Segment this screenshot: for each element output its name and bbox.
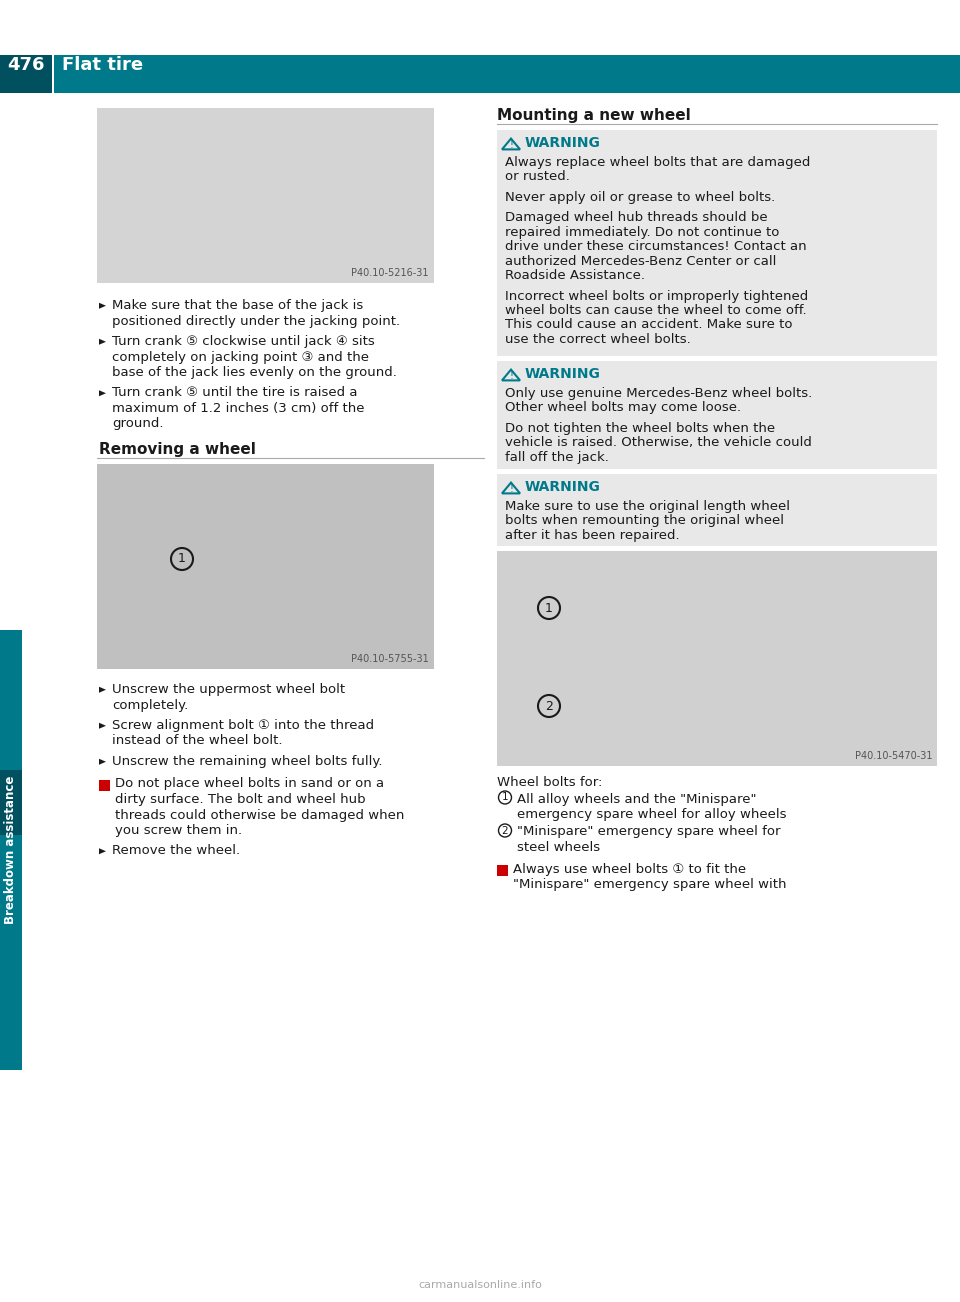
Text: Never apply oil or grease to wheel bolts.: Never apply oil or grease to wheel bolts… xyxy=(505,191,776,204)
Text: "Minispare" emergency spare wheel for: "Minispare" emergency spare wheel for xyxy=(517,825,780,838)
Polygon shape xyxy=(99,723,106,729)
Polygon shape xyxy=(99,391,106,396)
Text: drive under these circumstances! Contact an: drive under these circumstances! Contact… xyxy=(505,240,806,253)
Text: positioned directly under the jacking point.: positioned directly under the jacking po… xyxy=(112,315,400,328)
Text: Wheel bolts for:: Wheel bolts for: xyxy=(497,776,602,789)
Text: maximum of 1.2 inches (3 cm) off the: maximum of 1.2 inches (3 cm) off the xyxy=(112,402,365,415)
Text: 2: 2 xyxy=(502,825,508,836)
Text: All alloy wheels and the "Minispare": All alloy wheels and the "Minispare" xyxy=(517,793,756,806)
Text: 2: 2 xyxy=(545,699,553,712)
Text: Damaged wheel hub threads should be: Damaged wheel hub threads should be xyxy=(505,211,768,224)
Text: or rusted.: or rusted. xyxy=(505,171,570,184)
Polygon shape xyxy=(99,303,106,309)
Text: carmanualsonline.info: carmanualsonline.info xyxy=(418,1280,542,1290)
Text: authorized Mercedes-Benz Center or call: authorized Mercedes-Benz Center or call xyxy=(505,255,777,268)
Bar xyxy=(497,130,937,355)
Text: Roadside Assistance.: Roadside Assistance. xyxy=(505,270,645,283)
Text: completely.: completely. xyxy=(112,698,188,711)
Text: after it has been repaired.: after it has been repaired. xyxy=(505,529,680,542)
Bar xyxy=(52,55,54,92)
Bar xyxy=(497,361,937,469)
Text: emergency spare wheel for alloy wheels: emergency spare wheel for alloy wheels xyxy=(517,809,786,822)
Text: 1: 1 xyxy=(545,602,553,615)
Text: WARNING: WARNING xyxy=(525,480,601,493)
Text: Unscrew the remaining wheel bolts fully.: Unscrew the remaining wheel bolts fully. xyxy=(112,755,382,768)
Text: use the correct wheel bolts.: use the correct wheel bolts. xyxy=(505,333,691,346)
Text: vehicle is raised. Otherwise, the vehicle could: vehicle is raised. Otherwise, the vehicl… xyxy=(505,436,812,449)
Text: Incorrect wheel bolts or improperly tightened: Incorrect wheel bolts or improperly tigh… xyxy=(505,289,808,302)
Text: Flat tire: Flat tire xyxy=(62,56,143,74)
Polygon shape xyxy=(99,686,106,693)
Text: bolts when remounting the original wheel: bolts when remounting the original wheel xyxy=(505,514,784,527)
Bar xyxy=(497,474,937,546)
Text: steel wheels: steel wheels xyxy=(517,841,600,854)
Text: fall off the jack.: fall off the jack. xyxy=(505,450,609,464)
Text: Remove the wheel.: Remove the wheel. xyxy=(112,845,240,858)
Text: Screw alignment bolt ① into the thread: Screw alignment bolt ① into the thread xyxy=(112,719,374,732)
Text: instead of the wheel bolt.: instead of the wheel bolt. xyxy=(112,734,282,747)
Bar xyxy=(497,551,937,766)
Text: "Minispare" emergency spare wheel with: "Minispare" emergency spare wheel with xyxy=(513,878,786,891)
Text: Do not place wheel bolts in sand or on a: Do not place wheel bolts in sand or on a xyxy=(115,777,384,790)
Bar xyxy=(97,108,434,283)
Text: dirty surface. The bolt and wheel hub: dirty surface. The bolt and wheel hub xyxy=(115,793,366,806)
Text: threads could otherwise be damaged when: threads could otherwise be damaged when xyxy=(115,809,404,822)
Bar xyxy=(99,780,110,790)
Bar xyxy=(97,464,434,669)
Text: WARNING: WARNING xyxy=(525,135,601,150)
Bar xyxy=(0,630,22,1070)
Text: Make sure to use the original length wheel: Make sure to use the original length whe… xyxy=(505,500,790,513)
Text: Unscrew the uppermost wheel bolt: Unscrew the uppermost wheel bolt xyxy=(112,684,346,697)
Polygon shape xyxy=(99,339,106,345)
Text: Always use wheel bolts ① to fit the: Always use wheel bolts ① to fit the xyxy=(513,862,746,875)
Text: Do not tighten the wheel bolts when the: Do not tighten the wheel bolts when the xyxy=(505,422,775,435)
Text: P40.10-5470-31: P40.10-5470-31 xyxy=(854,751,932,760)
Bar xyxy=(497,865,508,875)
Text: P40.10-5216-31: P40.10-5216-31 xyxy=(351,268,429,279)
Text: !: ! xyxy=(509,484,513,493)
Text: repaired immediately. Do not continue to: repaired immediately. Do not continue to xyxy=(505,225,780,238)
Text: Removing a wheel: Removing a wheel xyxy=(99,441,256,457)
Polygon shape xyxy=(99,759,106,764)
Text: completely on jacking point ③ and the: completely on jacking point ③ and the xyxy=(112,350,369,363)
Text: 1: 1 xyxy=(178,552,186,565)
Text: Breakdown assistance: Breakdown assistance xyxy=(5,776,17,924)
Text: 1: 1 xyxy=(502,793,508,802)
Text: Turn crank ⑤ until the tire is raised a: Turn crank ⑤ until the tire is raised a xyxy=(112,387,357,400)
Polygon shape xyxy=(99,848,106,854)
Text: wheel bolts can cause the wheel to come off.: wheel bolts can cause the wheel to come … xyxy=(505,303,806,316)
Bar xyxy=(0,55,960,92)
Text: Make sure that the base of the jack is: Make sure that the base of the jack is xyxy=(112,299,363,312)
Text: This could cause an accident. Make sure to: This could cause an accident. Make sure … xyxy=(505,319,793,332)
Text: Only use genuine Mercedes-Benz wheel bolts.: Only use genuine Mercedes-Benz wheel bol… xyxy=(505,387,812,400)
Text: P40.10-5755-31: P40.10-5755-31 xyxy=(351,654,429,664)
Text: Turn crank ⑤ clockwise until jack ④ sits: Turn crank ⑤ clockwise until jack ④ sits xyxy=(112,335,374,348)
Text: !: ! xyxy=(509,371,513,381)
Text: base of the jack lies evenly on the ground.: base of the jack lies evenly on the grou… xyxy=(112,366,396,379)
Bar xyxy=(0,769,22,835)
Text: you screw them in.: you screw them in. xyxy=(115,824,242,837)
Text: !: ! xyxy=(509,141,513,150)
Text: Always replace wheel bolts that are damaged: Always replace wheel bolts that are dama… xyxy=(505,156,810,169)
Text: 476: 476 xyxy=(8,56,45,74)
Text: Other wheel bolts may come loose.: Other wheel bolts may come loose. xyxy=(505,401,741,414)
Text: Mounting a new wheel: Mounting a new wheel xyxy=(497,108,691,122)
Bar xyxy=(0,55,52,92)
Text: ground.: ground. xyxy=(112,418,163,431)
Text: WARNING: WARNING xyxy=(525,367,601,381)
